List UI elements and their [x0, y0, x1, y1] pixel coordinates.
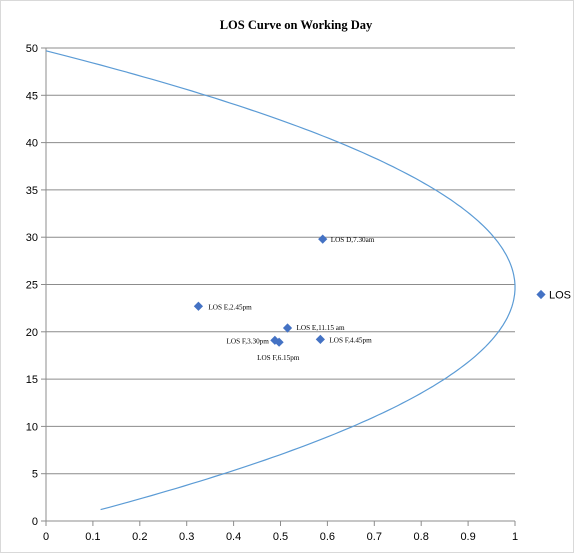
y-tick-label: 25: [26, 280, 38, 292]
x-tick-label: 0.3: [179, 531, 194, 543]
data-point-label: LOS F,3.30pm: [227, 337, 270, 345]
y-tick-label: 35: [26, 185, 38, 197]
marker-layer: LOS D,7.30am LOS E,2.45pm LOS E,11.15 am LO…: [193, 234, 375, 362]
data-point-label: LOS F,4.45pm: [329, 336, 372, 344]
data-point-marker: [315, 334, 325, 344]
y-tick-label: 45: [26, 90, 38, 102]
y-tick-label: 40: [26, 138, 38, 150]
chart-title: LOS Curve on Working Day: [220, 18, 373, 32]
axis-layer: 0 5 10 15 20 25 30 35 40 45 50 0 0.1 0.2 0.3 0.4 0.5 0.6 0…: [26, 43, 518, 543]
y-tick-label: 30: [26, 232, 38, 244]
x-tick-label: 0.7: [367, 531, 382, 543]
los-curve-line: [45, 50, 516, 511]
x-tick-label: 0: [43, 531, 49, 543]
data-point-marker: [318, 234, 328, 244]
y-tick-label: 0: [32, 516, 38, 528]
y-tick-label: 20: [26, 327, 38, 339]
data-point-marker: [270, 335, 280, 345]
y-tick-label: 15: [26, 374, 38, 386]
y-tick-label: 50: [26, 43, 38, 55]
x-tick-label: 0.8: [414, 531, 429, 543]
legend: LOS: [536, 290, 571, 302]
data-point-label: LOS E,11.15 am: [297, 324, 345, 332]
data-point-marker: [193, 301, 204, 311]
x-tick-label: 1: [512, 531, 518, 543]
x-tick-label: 0.4: [226, 531, 241, 543]
data-point-marker: [282, 323, 293, 333]
x-tick-label: 0.5: [273, 531, 288, 543]
grid-layer: [46, 47, 515, 475]
curve-layer: [45, 50, 516, 511]
x-tick-label: 0.2: [132, 531, 147, 543]
data-point-label: LOS F,6.15pm: [257, 354, 300, 362]
legend-label: LOS: [549, 290, 571, 302]
data-point-marker: [274, 337, 284, 347]
x-tick-label: 0.1: [85, 531, 100, 543]
y-tick-label: 5: [32, 469, 38, 481]
data-point-label: LOS D,7.30am: [331, 236, 375, 244]
x-tick-label: 0.9: [460, 531, 475, 543]
y-tick-label: 10: [26, 421, 38, 433]
data-point-label: LOS E,2.45pm: [208, 303, 252, 311]
x-tick-label: 0.6: [320, 531, 335, 543]
legend-marker: [536, 289, 546, 300]
